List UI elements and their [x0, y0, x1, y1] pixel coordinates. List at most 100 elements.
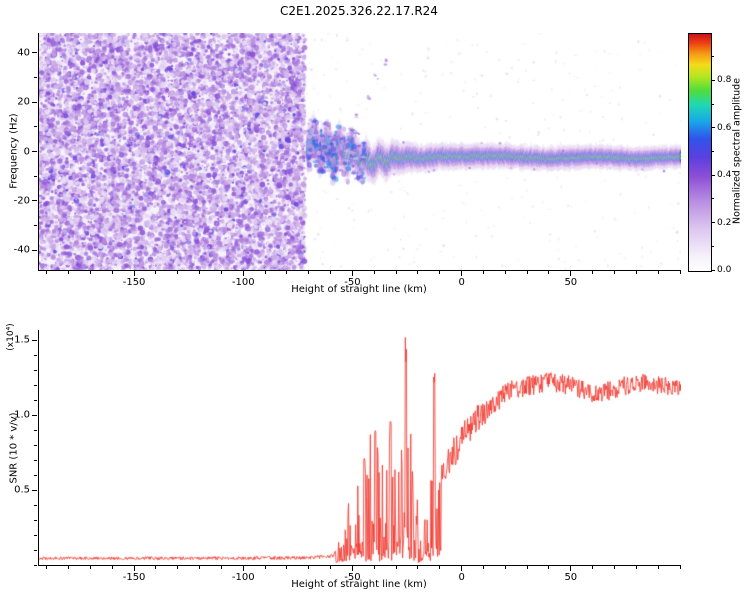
y-major-tick: [32, 489, 37, 491]
x-minor-tick: [286, 566, 288, 569]
y-major-tick: [32, 249, 37, 251]
colorbar: [688, 33, 712, 272]
colorbar-minor-tick: [712, 56, 714, 58]
spectrogram-canvas: [39, 33, 681, 270]
x-tick-label: 0: [458, 572, 465, 583]
snr-ylabel: SNR (10 * v/v): [8, 412, 20, 484]
y-minor-tick: [34, 504, 37, 506]
colorbar-tick-label: 0.6: [717, 122, 732, 133]
y-tick-label: 0: [23, 146, 30, 157]
x-tick-label: -50: [344, 572, 361, 583]
x-tick-label: 50: [564, 277, 578, 288]
x-minor-tick: [199, 271, 201, 274]
x-major-tick: [242, 566, 244, 571]
x-major-tick: [351, 271, 353, 276]
y-minor-tick: [34, 444, 37, 446]
x-major-tick: [461, 271, 463, 276]
x-tick-label: -100: [231, 277, 255, 288]
colorbar-minor-tick: [712, 103, 714, 105]
colorbar-tick-label: 0.2: [717, 217, 732, 228]
snr-canvas: [39, 330, 681, 565]
spectrogram-xlabel: Height of straight line (km): [291, 284, 427, 295]
x-minor-tick: [330, 566, 332, 569]
y-minor-tick: [34, 126, 37, 128]
x-minor-tick: [308, 271, 310, 274]
y-minor-tick: [34, 175, 37, 177]
colorbar-label: Normalized spectral amplitude: [731, 77, 743, 225]
x-minor-tick: [308, 566, 310, 569]
y-tick-label: -40: [13, 244, 30, 256]
colorbar-tick-label: 0.4: [717, 170, 732, 181]
x-major-tick: [461, 566, 463, 571]
x-minor-tick: [155, 271, 157, 274]
x-minor-tick: [635, 566, 637, 569]
colorbar-tick-label: 0.8: [717, 75, 732, 86]
x-minor-tick: [526, 271, 528, 274]
y-minor-tick: [34, 354, 37, 356]
x-minor-tick: [330, 271, 332, 274]
x-major-tick: [351, 566, 353, 571]
x-tick-label: 0: [458, 277, 465, 288]
x-minor-tick: [679, 271, 681, 274]
x-minor-tick: [89, 271, 91, 274]
x-minor-tick: [439, 566, 441, 569]
x-minor-tick: [548, 271, 550, 274]
x-tick-label: -50: [344, 277, 361, 288]
colorbar-tick: [712, 174, 715, 176]
colorbar-tick: [712, 79, 715, 81]
y-major-tick: [32, 151, 37, 152]
y-major-tick: [32, 414, 37, 416]
x-minor-tick: [679, 566, 681, 569]
y-minor-tick: [34, 384, 37, 386]
colorbar-minor-tick: [712, 245, 714, 247]
y-tick-label: 1.5: [14, 334, 30, 346]
figure-title: C2E1.2025.326.22.17.R24: [280, 4, 438, 18]
x-major-tick: [570, 566, 572, 571]
x-minor-tick: [46, 271, 48, 274]
snr-xlabel: Height of straight line (km): [291, 579, 427, 590]
x-minor-tick: [635, 271, 637, 274]
spectrogram-panel: [38, 33, 681, 271]
y-tick-label: -20: [13, 195, 30, 207]
x-minor-tick: [482, 566, 484, 569]
y-major-tick: [32, 200, 37, 202]
colorbar-gradient: [689, 34, 711, 271]
x-major-tick: [133, 566, 135, 571]
y-major-tick: [32, 101, 37, 103]
colorbar-tick: [712, 222, 715, 224]
y-minor-tick: [34, 225, 37, 227]
x-minor-tick: [68, 271, 70, 274]
x-minor-tick: [220, 271, 222, 274]
x-major-tick: [242, 271, 244, 276]
x-minor-tick: [592, 271, 594, 274]
snr-panel: [38, 330, 681, 566]
x-minor-tick: [417, 566, 419, 569]
x-minor-tick: [657, 271, 659, 274]
x-minor-tick: [177, 566, 179, 569]
x-minor-tick: [482, 271, 484, 274]
colorbar-minor-tick: [712, 198, 714, 200]
x-tick-label: -150: [122, 572, 146, 583]
colorbar-minor-tick: [712, 151, 714, 152]
x-major-tick: [570, 271, 572, 276]
y-minor-tick: [34, 459, 37, 461]
x-minor-tick: [68, 566, 70, 569]
x-minor-tick: [613, 271, 615, 274]
x-minor-tick: [548, 566, 550, 569]
x-tick-label: 50: [564, 572, 578, 583]
y-major-tick: [32, 52, 37, 54]
x-minor-tick: [264, 271, 266, 274]
x-minor-tick: [177, 271, 179, 274]
x-minor-tick: [373, 271, 375, 274]
y-tick-label: 40: [17, 47, 30, 59]
x-minor-tick: [89, 566, 91, 569]
x-minor-tick: [504, 271, 506, 274]
y-minor-tick: [34, 76, 37, 78]
y-minor-tick: [34, 429, 37, 431]
x-minor-tick: [417, 271, 419, 274]
x-minor-tick: [395, 271, 397, 274]
y-major-tick: [32, 339, 37, 341]
y-tick-label: 1.0: [14, 409, 30, 421]
y-minor-tick: [34, 549, 37, 551]
